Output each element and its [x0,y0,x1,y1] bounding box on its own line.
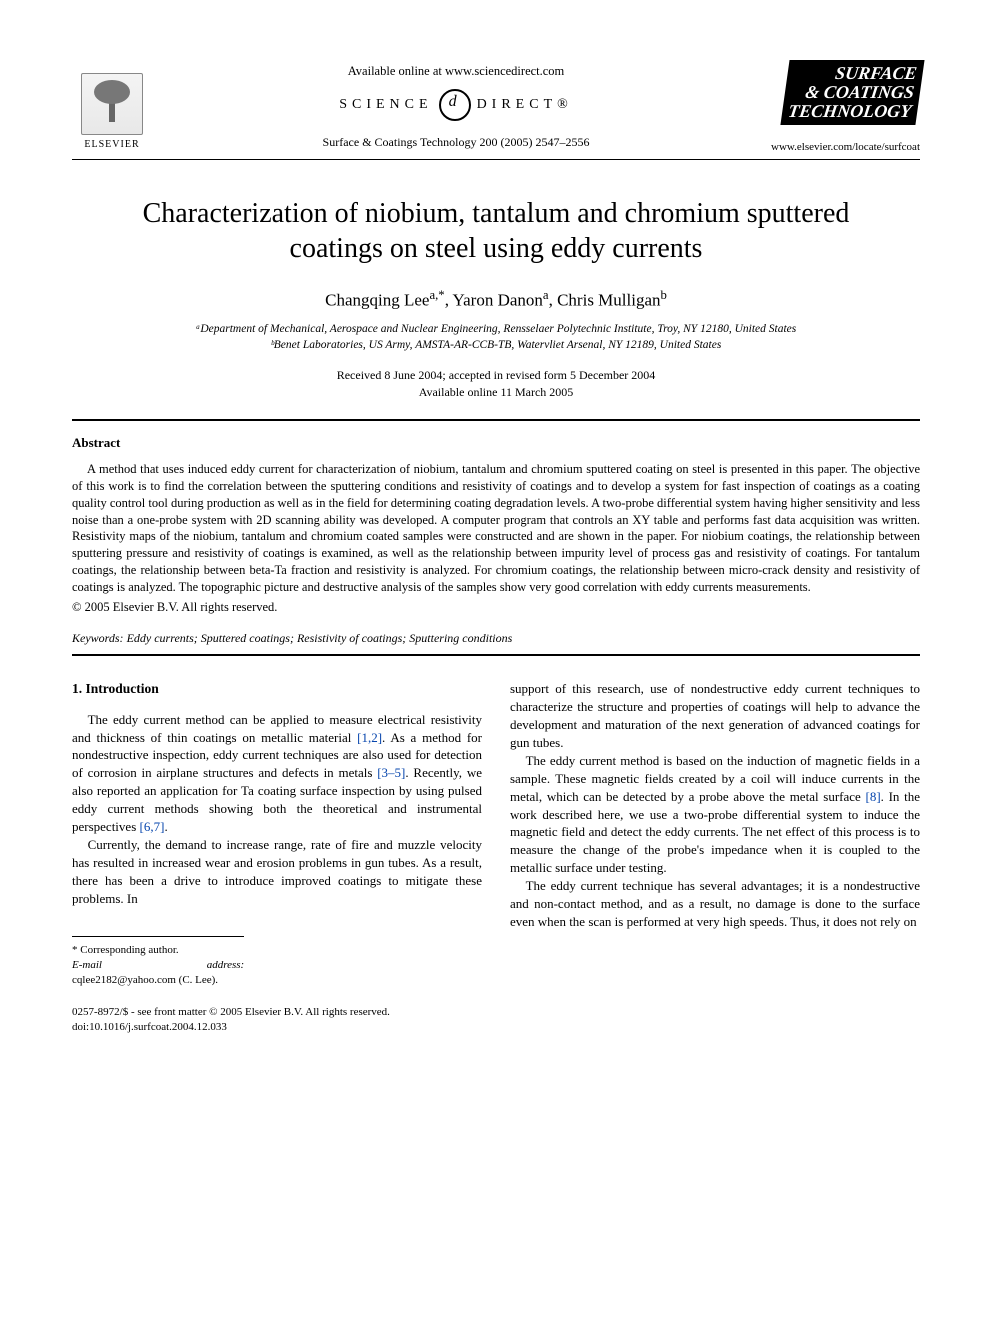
affil-a: ᵃDepartment of Mechanical, Aerospace and… [72,322,920,338]
copyright: © 2005 Elsevier B.V. All rights reserved… [72,600,920,615]
cite-8[interactable]: [8] [865,789,880,804]
bulb-icon [439,89,471,121]
cite-6-7[interactable]: [6,7] [140,819,165,834]
body-columns: 1. Introduction The eddy current method … [72,680,920,1035]
sct-line1: SURFACE [792,64,918,83]
affiliations: ᵃDepartment of Mechanical, Aerospace and… [72,322,920,353]
intro-p3: The eddy current method is based on the … [510,752,920,878]
column-left: 1. Introduction The eddy current method … [72,680,482,1035]
footer-issn: 0257-8972/$ - see front matter © 2005 El… [72,1005,482,1020]
author-2: , Yaron Danon [445,290,543,309]
affil-b: ᵇBenet Laboratories, US Army, AMSTA-AR-C… [72,338,920,354]
sct-line3: TECHNOLOGY [787,102,913,121]
article-title: Characterization of niobium, tantalum an… [112,196,880,266]
rule-thick-2 [72,654,920,656]
author-3: , Chris Mulligan [549,290,661,309]
elsevier-tree-icon [81,73,143,135]
intro-p2: Currently, the demand to increase range,… [72,836,482,908]
p1-seg-d: . [164,819,167,834]
author-1-affil: a,* [429,288,444,302]
sciencedirect-logo: SCIENCE DIRECT® [152,89,760,121]
intro-p2-cont: support of this research, use of nondest… [510,680,920,752]
journal-logo: SURFACE & COATINGS TECHNOLOGY [780,60,924,125]
keywords-line: Keywords: Eddy currents; Sputtered coati… [72,631,920,646]
cite-3-5[interactable]: [3–5] [377,765,405,780]
rule-thick [72,419,920,421]
abstract-text: A method that uses induced eddy current … [72,462,920,594]
elsevier-label: ELSEVIER [84,139,139,150]
journal-logo-block: SURFACE & COATINGS TECHNOLOGY www.elsevi… [760,60,920,153]
footnotes: * Corresponding author. E-mail address: … [72,936,244,988]
cite-1-2[interactable]: [1,2] [357,730,382,745]
footer-doi: doi:10.1016/j.surfcoat.2004.12.033 [72,1020,482,1035]
sct-line2: & COATINGS [790,83,916,102]
available-online: Available online at www.sciencedirect.co… [152,64,760,79]
journal-reference: Surface & Coatings Technology 200 (2005)… [152,135,760,150]
p3-seg-a: The eddy current method is based on the … [510,753,920,804]
direct-text: DIRECT® [477,97,573,113]
elsevier-logo: ELSEVIER [72,60,152,150]
available-online-date: Available online 11 March 2005 [72,384,920,401]
keywords-label: Keywords: [72,631,124,645]
author-3-affil: b [661,288,667,302]
journal-url: www.elsevier.com/locate/surfcoat [760,141,920,153]
author-1: Changqing Lee [325,290,429,309]
column-right: support of this research, use of nondest… [510,680,920,1035]
header-center: Available online at www.sciencedirect.co… [152,60,760,150]
email-address: cqlee2182@yahoo.com (C. Lee). [72,974,218,986]
intro-p1: The eddy current method can be applied t… [72,711,482,837]
abstract-heading: Abstract [72,435,920,451]
email-label: E-mail address: [72,959,244,971]
received-accepted: Received 8 June 2004; accepted in revise… [72,367,920,384]
email-line: E-mail address: cqlee2182@yahoo.com (C. … [72,958,244,988]
section-1-heading: 1. Introduction [72,680,482,699]
journal-page: ELSEVIER Available online at www.science… [0,0,992,1075]
intro-p4: The eddy current technique has several a… [510,877,920,931]
header: ELSEVIER Available online at www.science… [72,60,920,153]
abstract-body: A method that uses induced eddy current … [72,461,920,596]
authors: Changqing Leea,*, Yaron Danona, Chris Mu… [72,288,920,311]
rule [72,159,920,160]
science-text: SCIENCE [339,97,432,113]
article-dates: Received 8 June 2004; accepted in revise… [72,367,920,401]
keywords-values: Eddy currents; Sputtered coatings; Resis… [124,631,513,645]
corresponding-author: * Corresponding author. [72,943,244,958]
